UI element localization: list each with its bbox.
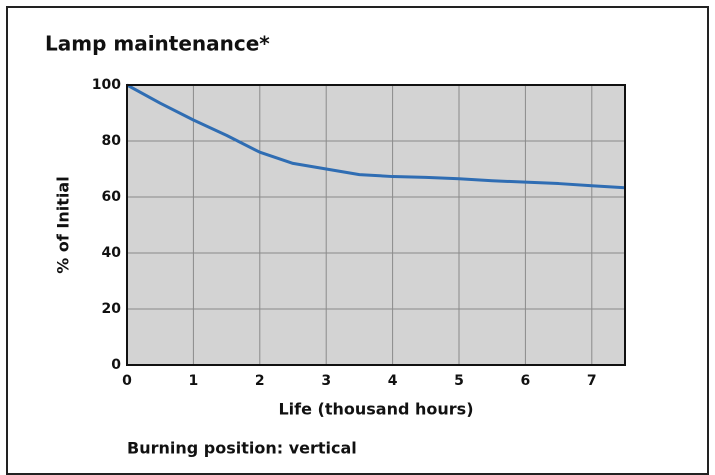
note: Burning position: vertical [127, 439, 357, 458]
line [126, 83, 626, 190]
x-tick-label: 4 [388, 373, 398, 389]
x-tick-label: 0 [122, 373, 132, 389]
x-tick-label: 1 [189, 373, 199, 389]
y-tick-label: 40 [102, 245, 122, 261]
y-tick-label: 80 [102, 133, 122, 149]
y-tick-label: 20 [102, 301, 122, 317]
plot-border [126, 84, 626, 366]
plot-area [127, 85, 625, 365]
x-tick-label: 3 [321, 373, 331, 389]
x-tick-label: 7 [587, 373, 597, 389]
x-tick-label: 6 [521, 373, 531, 389]
y-tick-label: 60 [102, 189, 122, 205]
y-axis-label: % of Initial [54, 176, 73, 273]
y-tick-label: 0 [111, 357, 121, 373]
y-tick-label: 100 [92, 77, 121, 93]
x-axis-label: Life (thousand hours) [278, 400, 473, 419]
x-tick-label: 5 [454, 373, 464, 389]
chart-title: Lamp maintenance* [45, 32, 270, 56]
x-tick-label: 2 [255, 373, 265, 389]
